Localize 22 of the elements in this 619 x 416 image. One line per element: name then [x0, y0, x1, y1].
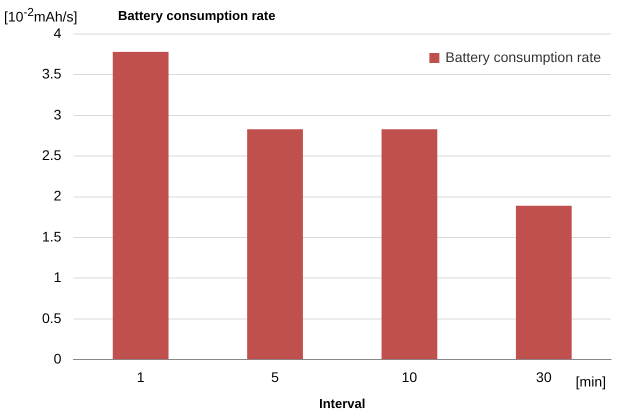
x-tick-label: 30 — [536, 368, 552, 385]
x-tick-label: 10 — [402, 368, 418, 385]
chart-title: Battery consumption rate — [118, 8, 276, 23]
y-tick-label: 0.5 — [42, 310, 62, 326]
x-tick-label: 5 — [271, 368, 280, 385]
x-tick-label: 1 — [136, 368, 145, 385]
y-tick-label: 2.5 — [42, 146, 62, 163]
y-tick-label: 3.5 — [42, 66, 62, 82]
y-tick-label: 4 — [54, 24, 62, 41]
x-axis-title: Interval — [319, 396, 366, 411]
y-tick-label: 3 — [54, 106, 62, 122]
bar — [247, 129, 303, 360]
y-tick-label: 2 — [54, 188, 62, 204]
bar — [382, 129, 438, 360]
bar — [516, 206, 572, 360]
y-tick-label: 0 — [54, 350, 62, 366]
y-axis-title: [10$^{-2}$mAh/s] — [4, 6, 78, 25]
text: [min] — [576, 373, 606, 390]
bar — [112, 52, 169, 360]
y-tick-label: 1 — [54, 269, 62, 286]
legend-label: Battery consumption rate — [445, 48, 602, 65]
y-tick-label: 1.5 — [42, 228, 62, 244]
